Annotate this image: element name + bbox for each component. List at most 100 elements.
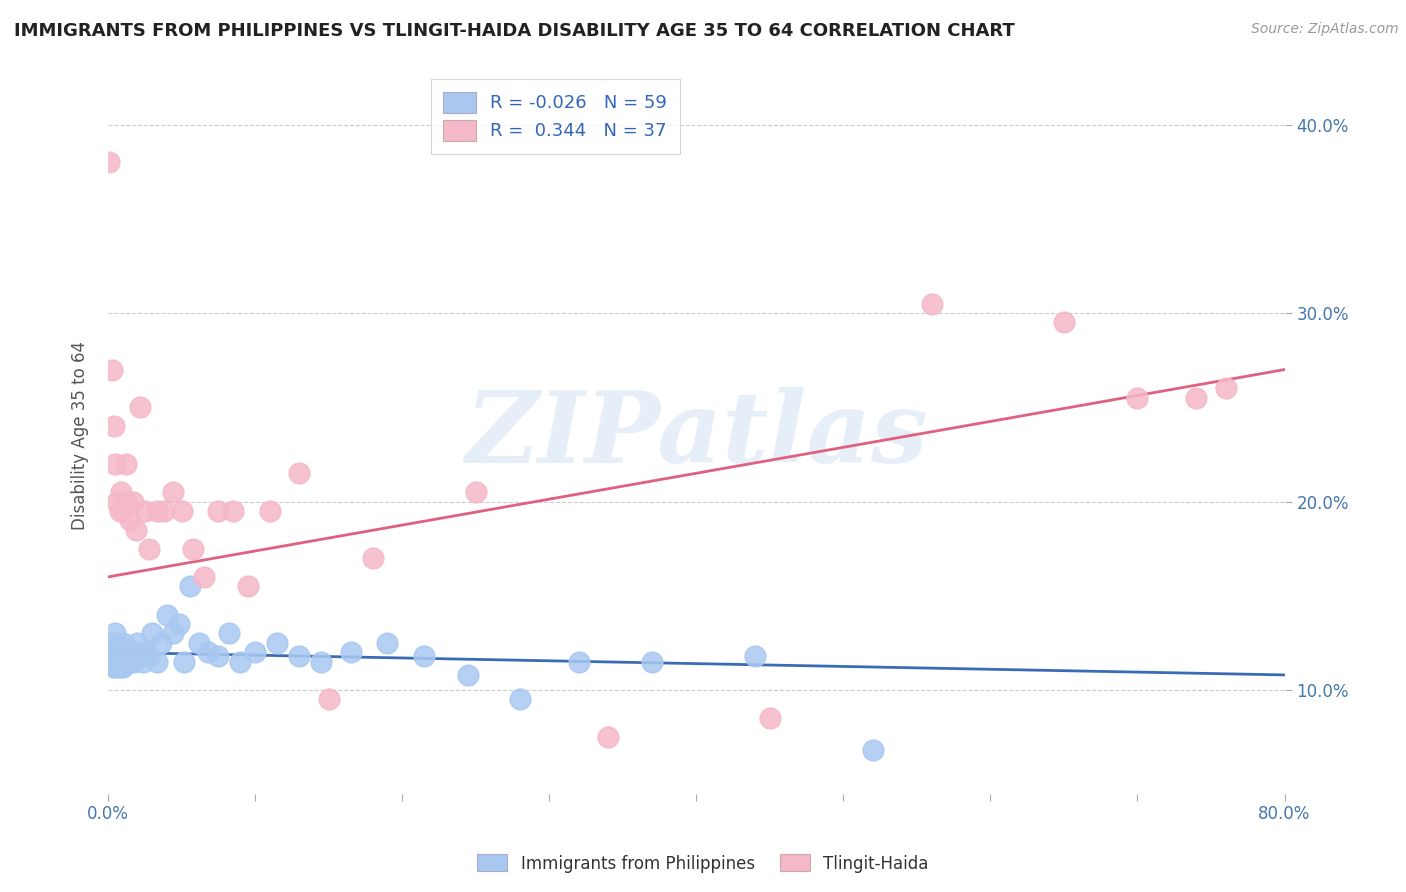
- Point: [222, 504, 245, 518]
- Point: [108, 660, 131, 674]
- Point: [413, 649, 436, 664]
- Point: [457, 668, 479, 682]
- Point: [138, 649, 160, 664]
- Point: [104, 645, 127, 659]
- Point: [98, 155, 121, 169]
- Point: [596, 730, 619, 744]
- Point: [361, 551, 384, 566]
- Point: [464, 485, 486, 500]
- Point: [121, 645, 143, 659]
- Point: [173, 655, 195, 669]
- Point: [207, 504, 229, 518]
- Point: [339, 645, 361, 659]
- Point: [114, 457, 136, 471]
- Point: [156, 607, 179, 622]
- Point: [100, 641, 122, 656]
- Point: [132, 655, 155, 669]
- Point: [309, 655, 332, 669]
- Point: [170, 504, 193, 518]
- Point: [149, 636, 172, 650]
- Point: [98, 645, 121, 659]
- Y-axis label: Disability Age 35 to 64: Disability Age 35 to 64: [72, 341, 89, 530]
- Point: [105, 660, 128, 674]
- Point: [111, 660, 134, 674]
- Point: [108, 504, 131, 518]
- Point: [259, 504, 281, 518]
- Point: [103, 649, 125, 664]
- Point: [145, 655, 167, 669]
- Point: [110, 655, 132, 669]
- Point: [118, 513, 141, 527]
- Point: [188, 636, 211, 650]
- Point: [236, 579, 259, 593]
- Point: [138, 541, 160, 556]
- Point: [104, 457, 127, 471]
- Point: [118, 649, 141, 664]
- Point: [318, 692, 340, 706]
- Legend: Immigrants from Philippines, Tlingit-Haida: Immigrants from Philippines, Tlingit-Hai…: [471, 847, 935, 880]
- Point: [218, 626, 240, 640]
- Point: [266, 636, 288, 650]
- Point: [288, 649, 311, 664]
- Point: [759, 711, 782, 725]
- Legend: R = -0.026   N = 59, R =  0.344   N = 37: R = -0.026 N = 59, R = 0.344 N = 37: [430, 79, 679, 153]
- Point: [110, 649, 132, 664]
- Text: Source: ZipAtlas.com: Source: ZipAtlas.com: [1251, 22, 1399, 37]
- Point: [568, 655, 591, 669]
- Point: [111, 504, 134, 518]
- Point: [124, 655, 146, 669]
- Point: [135, 645, 157, 659]
- Point: [141, 626, 163, 640]
- Point: [108, 645, 131, 659]
- Point: [107, 641, 129, 656]
- Point: [145, 504, 167, 518]
- Point: [1053, 316, 1076, 330]
- Point: [162, 485, 184, 500]
- Point: [110, 485, 132, 500]
- Point: [1126, 391, 1149, 405]
- Point: [125, 523, 148, 537]
- Point: [107, 649, 129, 664]
- Point: [179, 579, 201, 593]
- Point: [103, 660, 125, 674]
- Point: [111, 636, 134, 650]
- Point: [167, 617, 190, 632]
- Point: [134, 504, 156, 518]
- Point: [921, 296, 943, 310]
- Point: [288, 467, 311, 481]
- Text: ZIPatlas: ZIPatlas: [465, 387, 928, 483]
- Point: [197, 645, 219, 659]
- Point: [1185, 391, 1208, 405]
- Point: [103, 419, 125, 434]
- Point: [117, 655, 139, 669]
- Point: [207, 649, 229, 664]
- Point: [744, 649, 766, 664]
- Point: [112, 649, 135, 664]
- Point: [115, 641, 138, 656]
- Point: [1215, 381, 1237, 395]
- Point: [862, 743, 884, 757]
- Point: [104, 626, 127, 640]
- Point: [129, 401, 152, 415]
- Point: [509, 692, 531, 706]
- Point: [101, 362, 124, 376]
- Point: [153, 504, 176, 518]
- Point: [115, 494, 138, 508]
- Point: [101, 636, 124, 650]
- Text: IMMIGRANTS FROM PHILIPPINES VS TLINGIT-HAIDA DISABILITY AGE 35 TO 64 CORRELATION: IMMIGRANTS FROM PHILIPPINES VS TLINGIT-H…: [14, 22, 1015, 40]
- Point: [181, 541, 204, 556]
- Point: [162, 626, 184, 640]
- Point: [122, 494, 145, 508]
- Point: [127, 636, 149, 650]
- Point: [129, 649, 152, 664]
- Point: [101, 655, 124, 669]
- Point: [105, 649, 128, 664]
- Point: [105, 494, 128, 508]
- Point: [243, 645, 266, 659]
- Point: [104, 655, 127, 669]
- Point: [105, 655, 128, 669]
- Point: [641, 655, 664, 669]
- Point: [377, 636, 399, 650]
- Point: [114, 655, 136, 669]
- Point: [100, 649, 122, 664]
